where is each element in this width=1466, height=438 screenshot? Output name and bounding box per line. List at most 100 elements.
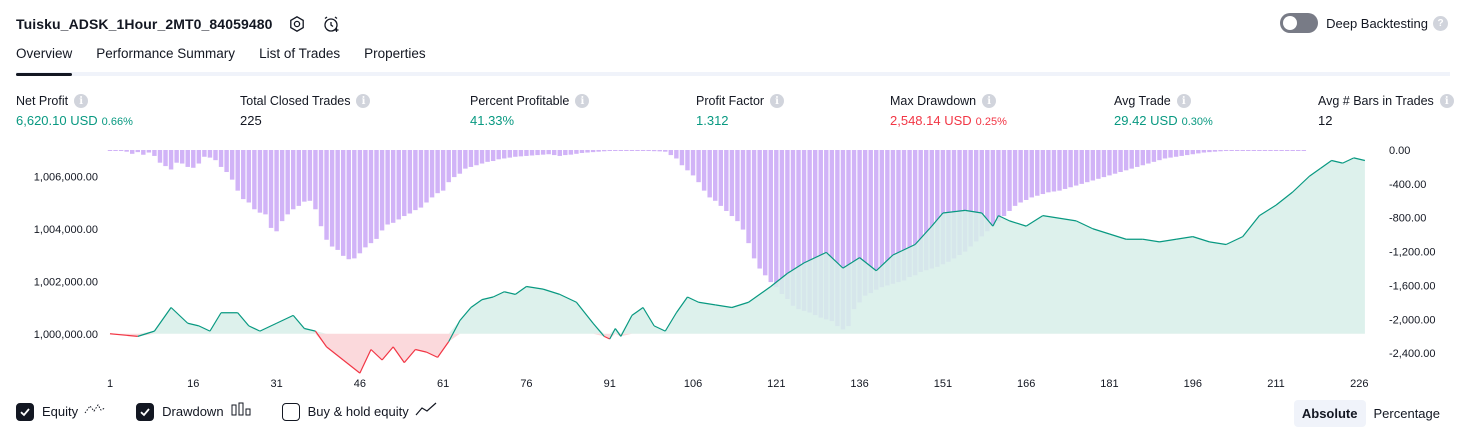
equity-line-icon [84, 402, 106, 421]
drawdown-bar [835, 150, 840, 327]
equity-segment [1009, 220, 1027, 227]
tab-overview[interactable]: Overview [16, 46, 73, 76]
equity-segment [931, 212, 944, 227]
drawdown-bar [1251, 150, 1257, 151]
tab-performance-summary[interactable]: Performance Summary [96, 46, 236, 61]
add-alert-icon[interactable] [321, 14, 341, 34]
drawdown-bar [940, 150, 946, 265]
drawdown-bar [1046, 150, 1051, 193]
drawdown-bar [390, 150, 396, 223]
drawdown-bar [379, 150, 385, 231]
equity-checkbox[interactable] [16, 402, 34, 421]
equity-segment [1320, 160, 1332, 169]
equity-segment [942, 209, 966, 214]
legend-buy-hold[interactable]: Buy & hold equity [281, 402, 437, 421]
tab-list-of-trades[interactable]: List of Trades [259, 46, 341, 61]
equity-segment [675, 296, 688, 314]
info-icon[interactable]: i [770, 94, 785, 108]
info-icon[interactable]: i [982, 94, 997, 108]
drawdown-bar [651, 150, 657, 152]
drawdown-bar [1040, 150, 1046, 195]
equity-segment [575, 301, 594, 324]
metric-label: Max Drawdown [890, 94, 977, 108]
equity-segment [842, 257, 860, 269]
metric-value: 41.33% [470, 113, 515, 128]
drawdown-bar [929, 150, 935, 269]
info-icon[interactable]: i [1439, 94, 1454, 108]
drawdown-bar [1123, 150, 1129, 171]
equity-segment [137, 330, 155, 337]
drawdown-bar [685, 150, 690, 171]
legend-equity[interactable]: Equity [16, 402, 106, 421]
drawdown-bar [129, 150, 135, 154]
buy-hold-checkbox[interactable] [281, 402, 300, 421]
equity-segment [825, 251, 844, 269]
drawdown-bar [874, 150, 879, 290]
right-tick-label: -1,600.00 [1389, 280, 1435, 292]
equity-segment [614, 328, 622, 337]
drawdown-bar [313, 150, 318, 210]
metric-avg-trade: Avg Trade i 29.42 USD 0.30% [1114, 94, 1213, 128]
right-tick-label: -400.00 [1389, 179, 1426, 191]
x-tick-label: 166 [1017, 378, 1035, 390]
percentage-button[interactable]: Percentage [1373, 406, 1441, 421]
drawdown-checkbox[interactable] [136, 402, 155, 421]
equity-segment [1025, 215, 1044, 227]
drawdown-bar [385, 150, 390, 225]
drawdown-bar [807, 150, 812, 313]
drawdown-bar [163, 150, 168, 167]
trend-line-icon [415, 402, 437, 421]
drawdown-bar [529, 150, 535, 156]
equity-drawdown-chart[interactable]: 1,006,000.00 1,004,000.00 1,002,000.00 1,00… [0, 140, 1466, 390]
equity-segment [1275, 191, 1294, 206]
drawdown-bar [774, 150, 779, 288]
drawdown-bar [718, 150, 724, 206]
drawdown-bar [907, 150, 912, 278]
tab-properties[interactable]: Properties [364, 46, 426, 61]
equity-segment [259, 322, 277, 332]
drawdown-bar [179, 150, 185, 164]
drawdown-bar [141, 150, 146, 155]
settings-icon[interactable] [287, 14, 307, 34]
drawdown-bar [490, 150, 496, 162]
equity-segment [492, 291, 505, 298]
info-icon[interactable]: i [356, 94, 371, 108]
right-tick-label: -800.00 [1389, 213, 1426, 225]
drawdown-bar [701, 150, 707, 191]
info-icon[interactable]: i [575, 94, 590, 108]
equity-segment [481, 296, 494, 301]
legend-drawdown[interactable]: Drawdown [136, 402, 251, 421]
x-tick-label: 136 [850, 378, 868, 390]
info-icon[interactable]: i [74, 94, 89, 108]
equity-segment [359, 349, 372, 374]
drawdown-bar [546, 150, 551, 155]
equity-segment [237, 312, 250, 327]
drawdown-bar [574, 150, 579, 154]
equity-segment [392, 346, 405, 363]
x-tick-label: 91 [604, 378, 616, 390]
drawdown-bar [1118, 150, 1123, 173]
drawdown-bar [413, 150, 418, 211]
drawdown-bar [396, 150, 401, 220]
drawdown-bar [1257, 150, 1262, 151]
equity-segment [698, 301, 716, 306]
equity-segment [609, 328, 616, 340]
drawdown-bar [463, 150, 468, 169]
drawdown-bar [668, 150, 674, 156]
drawdown-bar [607, 150, 612, 152]
info-icon[interactable]: i [1176, 94, 1191, 108]
deep-backtesting-toggle[interactable] [1280, 13, 1319, 33]
help-icon[interactable]: ? [1433, 15, 1448, 31]
drawdown-bar [551, 150, 557, 156]
drawdown-bar [890, 150, 896, 284]
absolute-button[interactable]: Absolute [1293, 400, 1366, 427]
equity-segment [1342, 157, 1355, 164]
drawdown-bar [540, 150, 546, 155]
drawdown-bar [1057, 150, 1062, 191]
x-tick-label: 31 [270, 378, 282, 390]
equity-segment [1109, 233, 1127, 240]
drawdown-bar [1223, 150, 1229, 152]
drawdown-bar [357, 150, 363, 254]
equity-segment [1209, 241, 1227, 246]
equity-segment [381, 346, 394, 361]
